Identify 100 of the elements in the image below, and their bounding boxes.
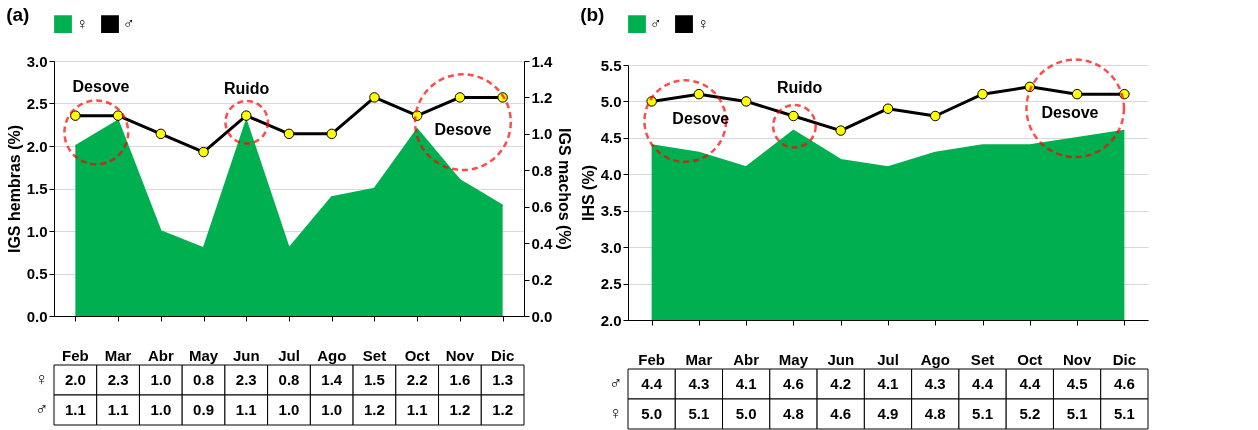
- x-tick-label: Set: [362, 346, 387, 364]
- point: [283, 128, 295, 140]
- chart-title: (b): [580, 4, 605, 25]
- data-label: 5.2: [1019, 405, 1041, 422]
- data-label: 0.8: [193, 371, 214, 388]
- y2-tick-label: 1.0: [531, 125, 553, 143]
- y-tick-label: 5.5: [600, 56, 622, 74]
- data-label: 5.0: [641, 405, 663, 422]
- y-tick-label: 3.5: [600, 202, 622, 220]
- point: [155, 128, 167, 140]
- point: [454, 92, 466, 103]
- data-label: 4.6: [783, 375, 804, 392]
- annotation: Desove: [434, 120, 492, 138]
- text: ♂: [35, 399, 49, 419]
- data-label: 4.4: [641, 375, 663, 392]
- data-label: 4.2: [830, 375, 852, 392]
- data-label: 1.5: [364, 371, 385, 388]
- point: [693, 88, 705, 100]
- data-label: 1.0: [150, 371, 172, 388]
- x-tick-label: Set: [970, 350, 995, 368]
- data-label: 1.4: [321, 371, 343, 388]
- data-label: 4.3: [688, 375, 710, 392]
- data-label: 2.3: [235, 371, 257, 388]
- point: [112, 110, 124, 121]
- y2-tick-label: 1.2: [531, 88, 553, 106]
- data-label: 4.6: [830, 405, 852, 422]
- data-label: 4.4: [1019, 375, 1041, 392]
- data-label: 4.6: [1113, 375, 1135, 392]
- y-axis-title: IHS (%): [579, 165, 597, 221]
- data-label: 0.8: [278, 371, 300, 388]
- data-label: 2.3: [107, 371, 129, 388]
- y-tick-label: 1.0: [26, 222, 48, 240]
- x-tick-label: Ago: [317, 346, 347, 364]
- x-tick-label: May: [778, 350, 809, 368]
- y2-tick-label: 0.0: [531, 307, 553, 325]
- data-label: 1.1: [406, 401, 428, 418]
- data-label: 5.0: [735, 405, 757, 422]
- point: [1071, 88, 1083, 100]
- legend-label: ♀: [76, 15, 88, 33]
- point: [977, 88, 988, 100]
- x-tick-label: Abr: [147, 346, 174, 364]
- y-tick-label: 4.5: [600, 129, 622, 147]
- x-tick-label: Nov: [1062, 350, 1092, 368]
- y2-tick-label: 0.8: [531, 161, 553, 179]
- x-tick-label: Oct: [404, 346, 430, 364]
- legend-label: ♀: [697, 15, 709, 33]
- text: ♂: [609, 373, 623, 393]
- point: [835, 125, 846, 136]
- x-tick-label: Mar: [104, 346, 132, 364]
- data-label: 1.0: [278, 401, 300, 418]
- data-label: 4.8: [924, 405, 946, 422]
- text: ♀: [35, 369, 49, 389]
- data-label: 0.9: [193, 401, 214, 418]
- data-label: 2.0: [64, 371, 86, 388]
- annotation: Ruido: [224, 80, 270, 98]
- x-tick-label: Nov: [445, 346, 475, 364]
- y-tick-label: 2.5: [26, 95, 48, 112]
- x-tick-label: Feb: [638, 350, 665, 368]
- y-tick-label: 4.0: [600, 165, 622, 183]
- data-label: 1.0: [321, 401, 343, 418]
- y2-tick-label: 1.4: [531, 52, 554, 70]
- point: [241, 110, 252, 121]
- data-label: 1.2: [492, 401, 514, 418]
- data-label: 1.3: [492, 371, 514, 388]
- annotation: Desove: [1041, 104, 1099, 122]
- y-tick-label: 0.5: [26, 265, 48, 282]
- x-tick-label: Jun: [232, 346, 260, 364]
- data-label: 5.1: [1113, 405, 1135, 422]
- y2-tick-label: 0.4: [531, 234, 554, 252]
- text: ♀: [609, 403, 623, 423]
- data-label: 4.5: [1066, 375, 1088, 392]
- y2-tick-label: 0.6: [531, 198, 553, 216]
- legend-label: ♂: [123, 15, 135, 33]
- y2-tick-label: 0.2: [531, 271, 553, 289]
- data-label: 1.0: [150, 401, 172, 418]
- y-tick-label: 1.5: [26, 180, 48, 197]
- legend-label: ♂: [650, 15, 662, 33]
- annotation: Desove: [72, 77, 130, 95]
- data-label: 4.3: [924, 375, 946, 392]
- x-tick-label: May: [188, 346, 219, 364]
- data-label: 5.1: [972, 405, 993, 422]
- data-label: 1.2: [449, 401, 471, 418]
- point: [369, 92, 380, 103]
- chart-title: (a): [6, 4, 30, 25]
- data-label: 4.9: [877, 405, 899, 422]
- y-tick-label: 5.0: [600, 92, 622, 110]
- x-tick-label: Dic: [1112, 350, 1137, 368]
- y-tick-label: 2.5: [600, 275, 622, 293]
- x-tick-label: Jul: [278, 346, 300, 364]
- x-tick-label: Oct: [1017, 350, 1043, 368]
- x-tick-label: Mar: [685, 350, 713, 368]
- x-tick-label: Feb: [62, 346, 89, 364]
- point: [740, 96, 752, 107]
- point: [70, 110, 81, 121]
- data-label: 1.1: [107, 401, 129, 418]
- x-tick-label: Ago: [920, 350, 950, 368]
- data-label: 4.1: [735, 375, 757, 392]
- point: [788, 110, 799, 122]
- y-tick-label: 2.0: [26, 137, 48, 155]
- point: [198, 146, 209, 158]
